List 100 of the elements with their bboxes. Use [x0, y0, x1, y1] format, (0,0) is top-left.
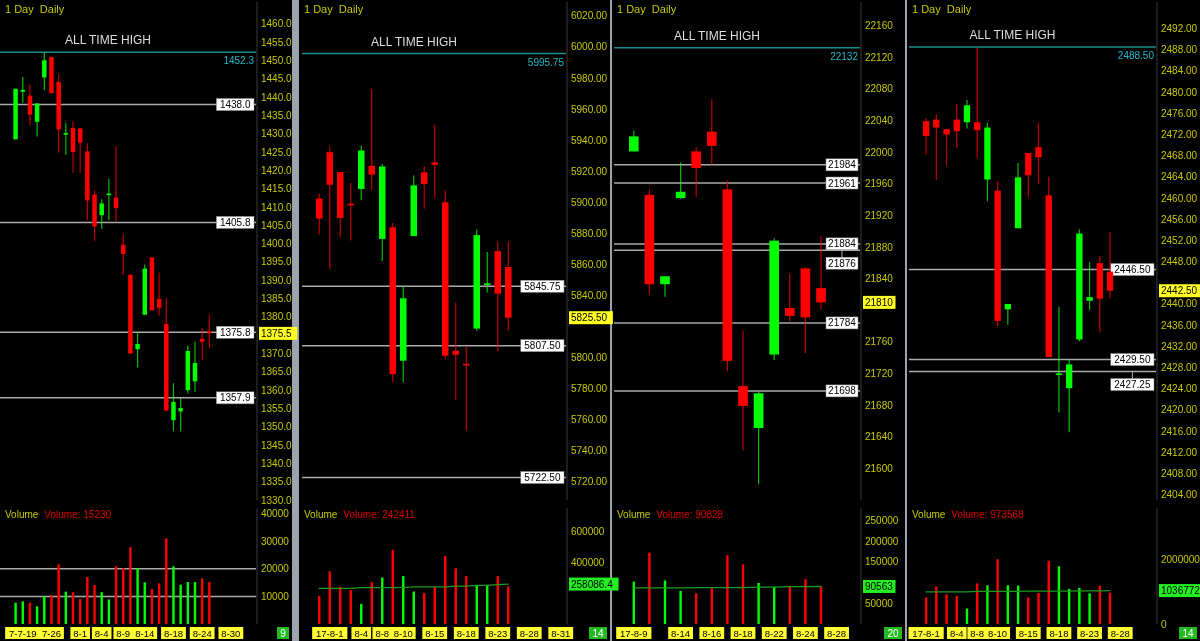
y-tick-label: 5940.00	[571, 134, 608, 146]
y-tick-label: 1330.0	[261, 494, 293, 506]
text: 1375.5	[261, 327, 293, 339]
candlestick	[207, 314, 212, 349]
bar	[136, 568, 139, 624]
y-tick-label: 21720	[865, 368, 894, 380]
y-tick-label: 1340.0	[261, 457, 293, 469]
x-tick-label: 8-24	[192, 627, 212, 639]
y-tick-label: 2472.00	[1161, 128, 1198, 140]
x-tick-label: 8-28	[1110, 627, 1130, 639]
y-tick-label: 1440.0	[261, 91, 293, 103]
y-tick-label: 2420.00	[1161, 404, 1198, 416]
y-tick-label: 5920.00	[571, 165, 608, 177]
y-tick-label: 22160	[865, 20, 894, 32]
ref-line-label: 21884	[828, 238, 857, 250]
y-tick-label: 2416.00	[1161, 425, 1198, 437]
ref-line-label: ALL TIME HIGH	[673, 28, 761, 43]
x-tick-label: 8-30	[221, 627, 241, 639]
bar	[726, 555, 729, 624]
y-tick-label: 30000	[261, 535, 290, 547]
x-tick-label: 8-28	[519, 627, 539, 639]
x-tick-label: 8-10	[988, 627, 1008, 639]
candlestick	[316, 193, 323, 236]
candlestick	[1065, 359, 1073, 433]
candlestick	[99, 198, 104, 230]
text: 90563	[865, 580, 894, 592]
bar	[986, 585, 989, 624]
y-tick-label: 21840	[865, 273, 894, 285]
bar	[945, 594, 948, 624]
y-tick-label: 250000	[865, 514, 899, 526]
ref-line-label: 2427.25	[1114, 379, 1151, 391]
candlestick	[660, 275, 670, 298]
ref-line-label: 5722.50	[524, 472, 561, 483]
y-tick-label: 1405.0	[261, 219, 293, 231]
y-tick-label: 2488.00	[1161, 44, 1198, 56]
x-tick-label: 8-4	[354, 627, 369, 639]
y-tick-label: 21920	[865, 209, 894, 221]
bar	[1037, 593, 1040, 624]
ref-line-label: 21984	[828, 159, 857, 171]
chart-title: Volume	[617, 509, 651, 520]
candlestick	[784, 272, 795, 322]
ref-line-label: 21876	[828, 257, 857, 269]
y-tick-label: 5780.00	[571, 382, 608, 394]
y-tick-label: 2412.00	[1161, 446, 1198, 458]
bar	[14, 602, 17, 624]
y-tick-label: 22040	[865, 115, 894, 127]
chart-title: Volume	[912, 509, 946, 520]
y-tick-label: 1450.0	[261, 55, 293, 67]
text: 258086.4	[571, 578, 614, 590]
x-tick-label: 7-7-19	[9, 627, 37, 639]
text: 20	[887, 627, 899, 639]
candlestick	[1106, 231, 1114, 299]
bar	[996, 559, 999, 624]
ref-line-label: 2446.50	[1114, 264, 1151, 276]
x-tick-label: 8-18	[1049, 627, 1069, 639]
y-tick-label: 22000	[865, 146, 894, 158]
candlestick	[706, 98, 717, 166]
bar	[50, 595, 53, 624]
x-tick-label: 8-16	[702, 627, 722, 639]
y-tick-label: 21760	[865, 336, 894, 348]
y-tick-label: 5760.00	[571, 413, 608, 425]
ref-line-label: 21961	[828, 177, 857, 189]
y-tick-label: 2000000	[1161, 554, 1200, 566]
bar	[208, 581, 211, 624]
annotation: 1452.3	[223, 55, 255, 67]
y-tick-label: 1455.0	[261, 36, 293, 48]
text: 9	[280, 627, 287, 639]
candlestick	[452, 302, 460, 401]
candlestick	[943, 128, 950, 167]
x-tick-label: 8-8	[375, 627, 390, 639]
y-tick-label: 21960	[865, 178, 894, 190]
y-tick-label: 1370.0	[261, 348, 293, 360]
candlestick	[691, 146, 702, 198]
chart-subtitle: Volume: 973568	[951, 509, 1025, 520]
chart-title: 1 Day Daily	[5, 3, 65, 15]
x-tick-label: 8-4	[949, 627, 964, 639]
y-tick-label: 2408.00	[1161, 468, 1198, 480]
candlestick	[1025, 152, 1032, 198]
ref-line-label: ALL TIME HIGH	[370, 34, 458, 49]
y-tick-label: 2432.00	[1161, 340, 1198, 352]
bar	[804, 579, 807, 624]
candlestick	[816, 235, 826, 311]
candlestick	[42, 51, 47, 91]
chart-title: 1 Day Daily	[912, 3, 972, 15]
y-tick-label: 5840.00	[571, 289, 608, 301]
text: 2442.50	[1161, 285, 1198, 297]
y-tick-label: 1430.0	[261, 128, 293, 140]
y-tick-label: 21880	[865, 241, 894, 253]
bar	[648, 552, 651, 624]
ref-line-label: 1438.0	[219, 99, 251, 111]
annotation: 5995.75	[527, 56, 565, 68]
text: 14	[592, 627, 604, 639]
chart-title: Volume	[5, 509, 39, 520]
candlestick	[199, 327, 205, 362]
chart-title: 1 Day Daily	[304, 3, 364, 15]
x-tick-label: 8-10	[393, 627, 413, 639]
y-tick-label: 21680	[865, 399, 894, 411]
candlestick	[421, 165, 428, 210]
candlestick	[63, 122, 69, 156]
x-tick-label: 8-15	[1018, 627, 1038, 639]
